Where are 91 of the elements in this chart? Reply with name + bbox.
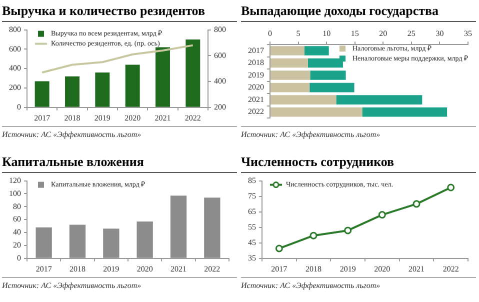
bar <box>362 107 448 117</box>
y-tick-label: 600 <box>9 44 21 54</box>
y-tick-label: 65 <box>248 206 256 216</box>
y-tick-label: 20 <box>13 240 21 250</box>
x-tick-label: 2018 <box>306 264 322 274</box>
chart-title: Численность сотрудников <box>241 151 476 173</box>
x-tick-label: 10 <box>322 28 331 38</box>
x-tick-label: 2018 <box>64 113 80 122</box>
y-tick-label: 400 <box>9 64 21 73</box>
x-tick-label: 2021 <box>408 264 424 274</box>
x-tick-label: 2017 <box>34 113 50 122</box>
bar <box>95 72 110 107</box>
bar <box>136 222 153 258</box>
y-tick-label: 2022 <box>248 107 264 116</box>
x-tick-label: 25 <box>407 28 416 38</box>
x-tick-label: 35 <box>464 28 472 38</box>
text: Источник: АС «Эффективность льгот» <box>2 281 142 290</box>
text: Источник: АС «Эффективность льгот» <box>241 130 382 139</box>
bar <box>310 70 346 80</box>
point <box>378 211 386 219</box>
x-tick-label: 2019 <box>94 113 110 122</box>
y-tick-label: 0 <box>17 102 21 112</box>
y2-tick-label: 400 <box>214 76 226 86</box>
bar <box>336 95 422 104</box>
bar <box>156 47 170 107</box>
y-tick-label: 45 <box>248 238 256 247</box>
bar <box>36 227 52 258</box>
x-tick-label: 2020 <box>374 264 390 274</box>
x-tick-label: 20 <box>379 28 388 38</box>
y2-tick-label: 200 <box>214 102 226 112</box>
y-tick-label: 800 <box>9 24 21 34</box>
bar <box>270 70 310 80</box>
y-tick-label: 80 <box>13 202 21 211</box>
x-tick-label: 2022 <box>204 264 220 274</box>
bar <box>65 76 80 107</box>
y-tick-label: 2021 <box>248 94 264 104</box>
bar <box>34 81 50 107</box>
bar <box>270 58 308 68</box>
x-tick-label: 2021 <box>170 264 186 274</box>
y-tick-label: 75 <box>248 191 256 200</box>
chart-title: Капитальные вложения <box>2 151 237 173</box>
y-tick-label: 2019 <box>248 70 264 80</box>
text: Источник: АС «Эффективность льгот» <box>241 281 382 290</box>
bar <box>170 196 187 258</box>
y-tick-label: 2017 <box>248 46 264 55</box>
bar <box>270 95 336 104</box>
x-tick-label: 2019 <box>340 264 356 274</box>
x-tick-label: 2022 <box>442 264 459 274</box>
x-tick-label: 2021 <box>154 113 171 122</box>
y-tick-label: 120 <box>9 176 21 185</box>
y2-tick-label: 800 <box>214 24 226 34</box>
bar <box>270 46 305 56</box>
y-tick-label: 35 <box>248 253 256 262</box>
y-tick-label: 40 <box>13 228 21 237</box>
x-tick-label: 2022 <box>184 113 201 122</box>
y-tick-label: 2018 <box>248 58 264 68</box>
x-tick-label: 2020 <box>136 264 153 274</box>
bar <box>304 46 329 56</box>
bar <box>204 198 220 258</box>
bar <box>125 64 140 107</box>
chart-title: Выручка и количество резидентов <box>2 0 237 22</box>
point <box>275 244 283 252</box>
bar <box>270 107 362 117</box>
bar <box>103 228 120 258</box>
point <box>412 200 420 208</box>
x-tick-label: 30 <box>436 28 444 38</box>
x-tick-label: 2020 <box>124 113 141 122</box>
x-tick-label: 2019 <box>103 264 120 274</box>
x-tick-label: 5 <box>296 28 300 38</box>
x-tick-label: 0 <box>268 28 272 38</box>
y-tick-label: 0 <box>17 253 21 262</box>
x-tick-label: 2017 <box>271 264 288 274</box>
x-tick-label: 2017 <box>36 264 52 274</box>
x-tick-label: 15 <box>350 28 359 38</box>
y-tick-label: 85 <box>248 176 256 185</box>
x-tick-label: 2018 <box>70 264 86 274</box>
y-tick-label: 60 <box>13 214 21 224</box>
bar <box>69 224 86 258</box>
y-tick-label: 2020 <box>248 82 264 92</box>
y-tick-label: 55 <box>248 222 256 232</box>
text: Источник: АС «Эффективность льгот» <box>2 130 142 139</box>
bar <box>186 40 200 107</box>
y-tick-label: 100 <box>9 188 21 198</box>
y-tick-label: 200 <box>9 83 21 92</box>
point <box>310 232 318 240</box>
bar <box>310 82 354 92</box>
y2-tick-label: 600 <box>214 50 226 60</box>
chart-title: Выпадающие доходы государства <box>241 0 476 22</box>
point <box>344 226 352 234</box>
point <box>447 184 455 192</box>
bar <box>270 82 310 92</box>
